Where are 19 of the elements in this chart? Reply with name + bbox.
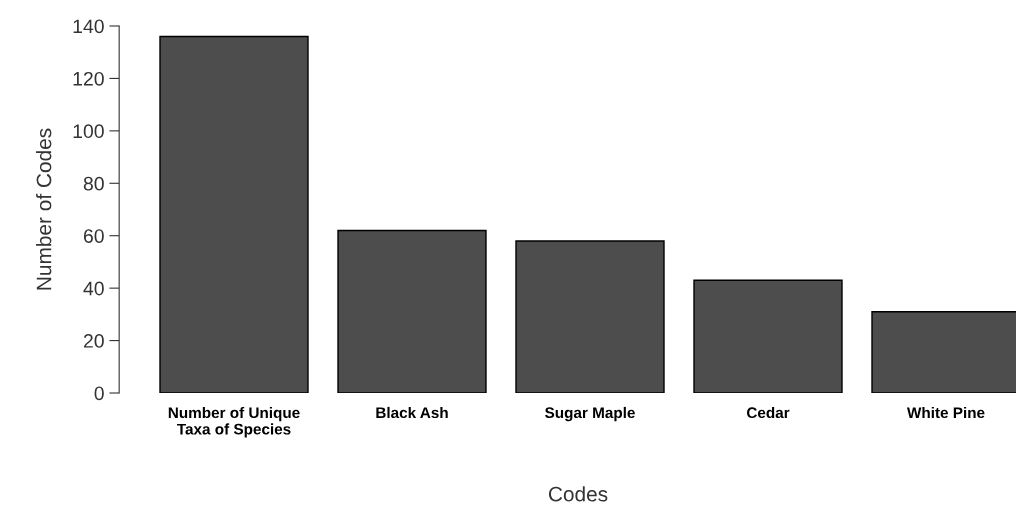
bar [159, 35, 309, 393]
y-tick-label: 80 [83, 176, 104, 191]
y-tick-label: 120 [73, 71, 104, 86]
y-tick-label: 20 [83, 334, 104, 348]
bar [693, 279, 843, 393]
x-axis-title: Codes [548, 486, 608, 502]
y-tick-label: 100 [73, 124, 104, 139]
x-tick-label: Sugar Maple [545, 406, 635, 422]
y-tick-label: 40 [83, 281, 104, 296]
x-tick-label: Cedar [746, 406, 790, 419]
bar [515, 240, 665, 393]
y-tick-label: 60 [83, 229, 104, 243]
x-tick-label: Black Ash [376, 406, 448, 419]
y-tick-label: 140 [73, 19, 104, 34]
y-tick-label: 0 [94, 386, 104, 401]
x-tick-label: Number of Unique Taxa of Species [168, 406, 300, 438]
bar [337, 229, 487, 393]
y-axis-title: Number of Codes [36, 128, 52, 290]
x-tick-label: White Pine [906, 406, 985, 419]
